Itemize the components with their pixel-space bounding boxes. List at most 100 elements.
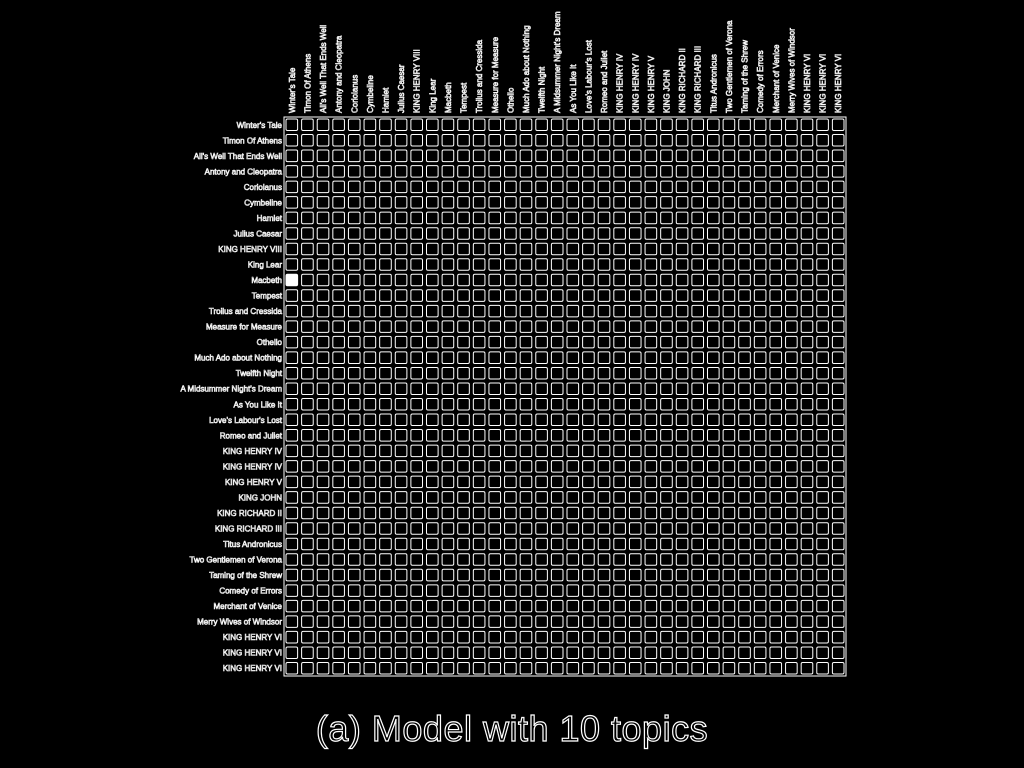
matrix-cell-r28-c28 [722,553,736,566]
matrix-cell-r2-c28 [722,149,736,163]
matrix-cell-r28-c4 [347,553,361,566]
matrix-cell-r19-c13 [488,413,502,427]
matrix-cell-r10-c13 [488,273,502,287]
matrix-cell-r21-c35 [831,444,845,458]
matrix-cell-r9-c19 [582,258,595,271]
matrix-cell-r10-c7 [394,273,408,287]
matrix-cell-r21-c27 [707,444,720,458]
matrix-cell-r31-c7 [394,599,408,613]
matrix-cell-r14-c6 [379,335,392,349]
matrix-cell-r10-c22 [628,273,642,287]
matrix-cell-r15-c29 [738,351,751,364]
matrix-cell-r11-c10 [441,289,455,302]
matrix-cell-r9-c30 [753,258,767,271]
matrix-cell-r32-c2 [316,615,330,628]
matrix-cell-r8-c0 [285,242,299,256]
matrix-cell-r25-c6 [379,506,392,520]
matrix-cell-r3-c27 [707,165,720,178]
matrix-cell-r16-c2 [316,366,330,380]
matrix-cell-r17-c5 [363,382,377,396]
matrix-cell-r26-c25 [675,522,689,535]
matrix-cell-r16-c13 [488,366,502,380]
matrix-cell-r35-c24 [660,661,673,675]
matrix-cell-r3-c4 [347,165,361,178]
matrix-cell-r7-c31 [769,227,783,240]
matrix-cell-r35-c6 [379,661,392,675]
matrix-cell-r30-c32 [785,584,798,597]
matrix-cell-r14-c9 [426,335,439,349]
matrix-cell-r12-c15 [519,304,533,318]
matrix-cell-r18-c34 [816,398,829,411]
matrix-cell-r30-c20 [597,584,611,597]
matrix-cell-r33-c7 [394,630,408,644]
matrix-cell-r33-c26 [691,630,705,644]
matrix-cell-r2-c20 [597,149,611,163]
matrix-cell-r21-c2 [316,444,330,458]
matrix-cell-r23-c23 [644,475,658,489]
row-label: Merchant of Venice [214,602,283,611]
matrix-cell-r2-c33 [800,149,814,163]
matrix-cell-r2-c35 [831,149,845,163]
matrix-cell-r2-c22 [628,149,642,163]
matrix-cell-r8-c23 [644,242,658,256]
matrix-cell-r13-c21 [613,320,626,333]
matrix-cell-r13-c30 [753,320,767,333]
matrix-cell-r27-c33 [800,537,814,551]
matrix-cell-r9-c14 [504,258,517,271]
matrix-cell-r12-c18 [566,304,580,318]
matrix-cell-r22-c18 [566,460,580,473]
matrix-cell-r27-c34 [816,537,829,551]
matrix-cell-r0-c24 [660,118,673,132]
matrix-cell-r27-c28 [722,537,736,551]
matrix-cell-r1-c10 [441,134,455,147]
matrix-cell-r7-c35 [831,227,845,240]
matrix-cell-r23-c2 [316,475,330,489]
matrix-cell-r4-c29 [738,180,751,194]
matrix-cell-r1-c7 [394,134,408,147]
matrix-cell-r0-c17 [550,118,564,132]
matrix-cell-r13-c35 [831,320,845,333]
matrix-cell-r20-c21 [613,429,626,442]
matrix-cell-r19-c23 [644,413,658,427]
matrix-cell-r32-c10 [441,615,455,628]
matrix-cell-r35-c16 [535,661,548,675]
matrix-cell-r10-c10 [441,273,455,287]
matrix-cell-r27-c25 [675,537,689,551]
matrix-cell-r6-c27 [707,211,720,225]
matrix-cell-r6-c14 [504,211,517,225]
matrix-cell-r9-c3 [332,258,345,271]
matrix-cell-r21-c1 [301,444,314,458]
matrix-cell-r4-c7 [394,180,408,194]
matrix-cell-r15-c19 [582,351,595,364]
matrix-cell-r17-c22 [628,382,642,396]
matrix-cell-r18-c26 [691,398,705,411]
matrix-cell-r13-c0 [285,320,299,333]
matrix-cell-r6-c2 [316,211,330,225]
matrix-cell-r8-c12 [472,242,486,256]
matrix-cell-r3-c1 [301,165,314,178]
matrix-cell-r13-c33 [800,320,814,333]
matrix-cell-r8-c27 [707,242,720,256]
matrix-cell-r32-c23 [644,615,658,628]
matrix-cell-r25-c5 [363,506,377,520]
matrix-cell-r26-c27 [707,522,720,535]
matrix-cell-r5-c26 [691,196,705,209]
column-label: Othello [506,87,515,113]
matrix-cell-r26-c34 [816,522,829,535]
matrix-cell-r21-c30 [753,444,767,458]
matrix-cell-r7-c21 [613,227,626,240]
matrix-cell-r12-c23 [644,304,658,318]
matrix-cell-r3-c15 [519,165,533,178]
matrix-cell-r11-c6 [379,289,392,302]
matrix-cell-r4-c27 [707,180,720,194]
matrix-cell-r14-c8 [410,335,424,349]
matrix-cell-r20-c23 [644,429,658,442]
matrix-cell-r1-c24 [660,134,673,147]
column-label: As You Like It [569,64,578,113]
matrix-cell-r11-c3 [332,289,345,302]
matrix-cell-r15-c12 [472,351,486,364]
matrix-cell-r26-c32 [785,522,798,535]
matrix-cell-r6-c35 [831,211,845,225]
matrix-cell-r14-c3 [332,335,345,349]
matrix-cell-r17-c30 [753,382,767,396]
